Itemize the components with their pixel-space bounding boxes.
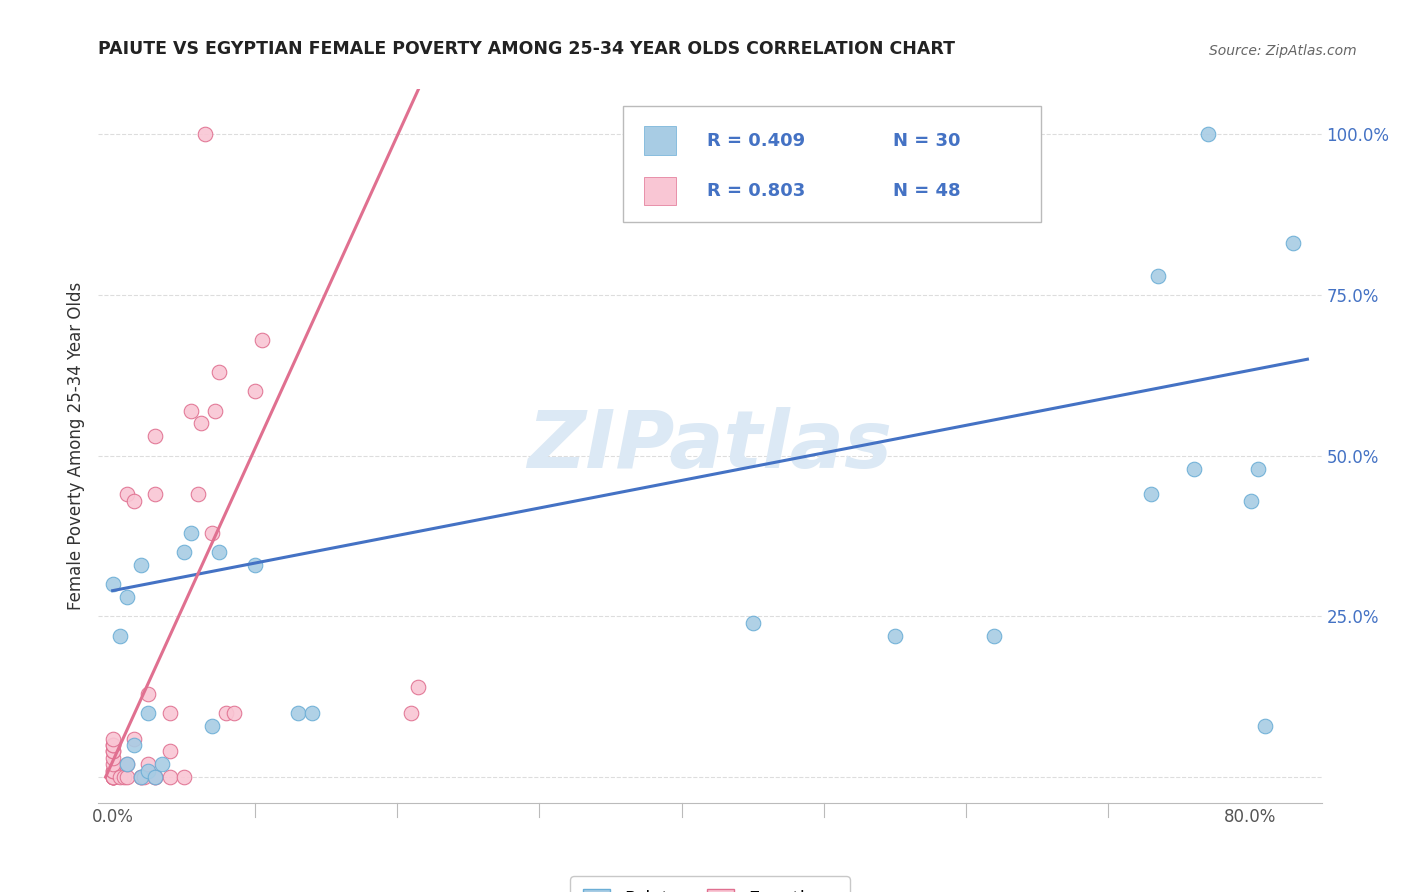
- Point: [208, 365, 231, 379]
- Point: [143, 770, 166, 784]
- Text: N = 30: N = 30: [893, 132, 960, 150]
- Point: [190, 417, 212, 431]
- Point: [101, 738, 124, 752]
- Point: [1147, 268, 1170, 283]
- Point: [129, 770, 152, 784]
- Point: [122, 738, 145, 752]
- Point: [884, 629, 907, 643]
- Point: [101, 577, 124, 591]
- Point: [204, 403, 226, 417]
- Point: [115, 590, 138, 604]
- Point: [101, 764, 124, 778]
- Point: [122, 731, 145, 746]
- Point: [108, 770, 131, 784]
- Point: [101, 751, 124, 765]
- Point: [108, 629, 131, 643]
- Point: [101, 770, 124, 784]
- Point: [129, 558, 152, 572]
- Point: [159, 744, 181, 758]
- Point: [741, 615, 763, 630]
- Point: [180, 525, 202, 540]
- Point: [101, 757, 124, 772]
- Point: [215, 706, 238, 720]
- Point: [101, 744, 124, 758]
- Point: [101, 738, 124, 752]
- Point: [1246, 461, 1268, 475]
- Point: [115, 757, 138, 772]
- Text: R = 0.409: R = 0.409: [707, 132, 806, 150]
- Point: [101, 731, 124, 746]
- Point: [143, 770, 166, 784]
- Point: [1282, 236, 1305, 251]
- Y-axis label: Female Poverty Among 25-34 Year Olds: Female Poverty Among 25-34 Year Olds: [66, 282, 84, 610]
- Point: [243, 558, 266, 572]
- Point: [112, 770, 135, 784]
- Point: [132, 770, 155, 784]
- Point: [143, 429, 166, 443]
- Point: [129, 770, 152, 784]
- Point: [301, 706, 323, 720]
- Point: [101, 770, 124, 784]
- Point: [152, 757, 174, 772]
- Point: [194, 127, 217, 141]
- Text: N = 48: N = 48: [893, 182, 960, 200]
- Point: [1140, 487, 1163, 501]
- Point: [101, 770, 124, 784]
- Point: [122, 493, 145, 508]
- Point: [187, 487, 209, 501]
- Point: [208, 545, 231, 559]
- Point: [1197, 127, 1219, 141]
- Legend: Paiute, Egyptians: Paiute, Egyptians: [569, 876, 851, 892]
- Point: [136, 764, 159, 778]
- Point: [136, 757, 159, 772]
- Point: [408, 680, 430, 694]
- Point: [201, 719, 224, 733]
- Point: [115, 770, 138, 784]
- Point: [1239, 493, 1261, 508]
- Point: [173, 545, 195, 559]
- Point: [136, 686, 159, 700]
- Point: [243, 384, 266, 399]
- Point: [1182, 461, 1205, 475]
- Point: [101, 744, 124, 758]
- Point: [159, 706, 181, 720]
- Point: [129, 770, 152, 784]
- Point: [101, 770, 124, 784]
- Text: PAIUTE VS EGYPTIAN FEMALE POVERTY AMONG 25-34 YEAR OLDS CORRELATION CHART: PAIUTE VS EGYPTIAN FEMALE POVERTY AMONG …: [98, 40, 956, 58]
- Point: [101, 770, 124, 784]
- Point: [201, 525, 224, 540]
- Point: [401, 706, 423, 720]
- Point: [173, 770, 195, 784]
- Point: [1254, 719, 1277, 733]
- Point: [250, 333, 273, 347]
- Point: [143, 487, 166, 501]
- Point: [287, 706, 309, 720]
- Point: [101, 770, 124, 784]
- Point: [222, 706, 245, 720]
- Point: [983, 629, 1005, 643]
- Text: R = 0.803: R = 0.803: [707, 182, 806, 200]
- Point: [159, 770, 181, 784]
- Text: Source: ZipAtlas.com: Source: ZipAtlas.com: [1209, 44, 1357, 58]
- Point: [136, 706, 159, 720]
- Text: ZIPatlas: ZIPatlas: [527, 407, 893, 485]
- Point: [755, 127, 778, 141]
- Point: [115, 757, 138, 772]
- Point: [143, 770, 166, 784]
- Point: [115, 487, 138, 501]
- Point: [101, 764, 124, 778]
- Point: [180, 403, 202, 417]
